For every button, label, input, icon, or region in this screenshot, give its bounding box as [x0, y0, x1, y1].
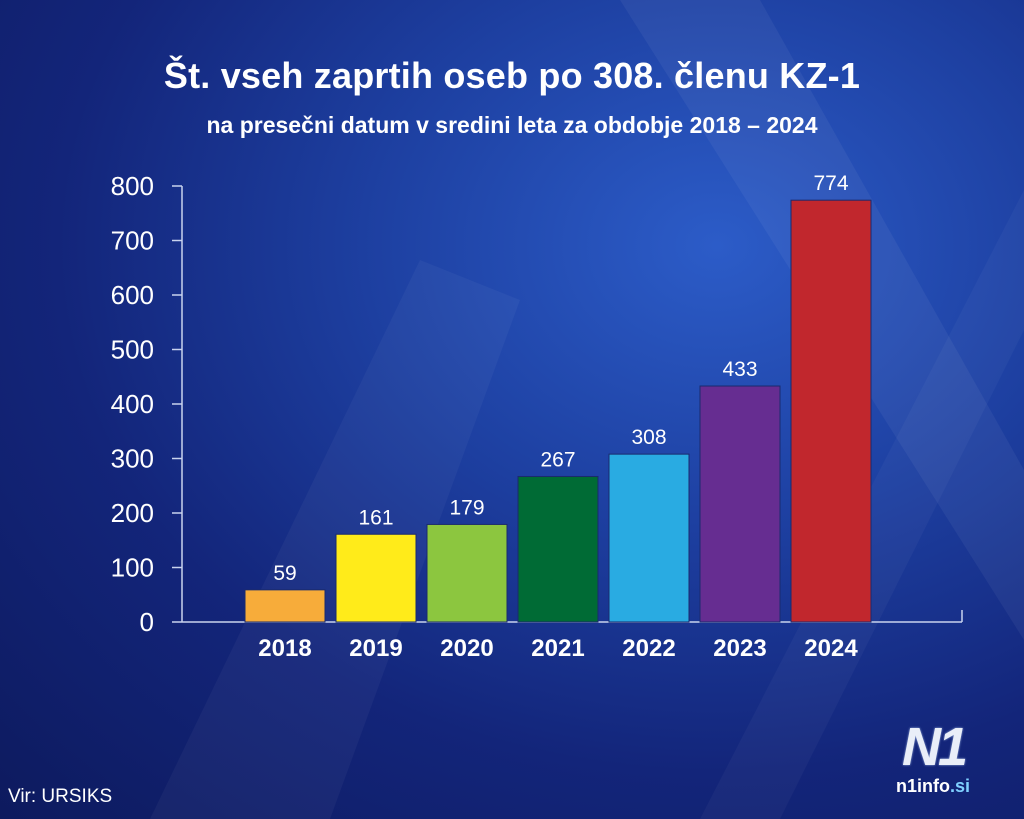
source-note: Vir: URSIKS: [8, 786, 113, 807]
bar: [426, 523, 508, 623]
bar: [517, 475, 599, 623]
x-tick-label: 2024: [804, 635, 858, 662]
logo-text-domain: .si: [950, 776, 971, 796]
logo-mark: N1: [902, 717, 968, 777]
data-label: 161: [358, 506, 393, 529]
bar: [699, 385, 781, 623]
chart-subtitle: na presečni datum v sredini leta za obdo…: [206, 112, 818, 138]
x-tick-label: 2019: [349, 635, 402, 662]
y-tick-label: 800: [111, 171, 154, 201]
x-tick-label: 2022: [622, 635, 675, 662]
y-tick-label: 300: [111, 444, 154, 474]
y-tick-label: 600: [111, 280, 154, 310]
n1-logo: N1 n1info.si: [896, 716, 1000, 802]
data-label: 433: [722, 358, 757, 381]
x-tick-label: 2018: [258, 635, 311, 662]
x-tick-label: 2021: [531, 635, 584, 662]
bar: [335, 533, 417, 623]
y-tick-label: 500: [111, 335, 154, 365]
x-tick-label: 2023: [713, 635, 766, 662]
data-label: 308: [631, 426, 666, 449]
logo-text: n1info.si: [896, 776, 970, 797]
data-label: 59: [273, 562, 296, 585]
data-label: 774: [813, 172, 848, 195]
bar: [244, 589, 326, 623]
data-label: 179: [449, 496, 484, 519]
y-tick-label: 400: [111, 389, 154, 419]
logo-text-main: n1info: [896, 776, 950, 796]
bar: [608, 453, 690, 623]
y-tick-label: 700: [111, 226, 154, 256]
y-tick-label: 0: [140, 607, 154, 637]
y-tick-label: 200: [111, 498, 154, 528]
chart-title: Št. vseh zaprtih oseb po 308. členu KZ-1: [163, 55, 861, 96]
data-label: 267: [540, 448, 575, 471]
x-tick-label: 2020: [440, 635, 493, 662]
bar: [790, 199, 872, 623]
y-tick-label: 100: [111, 553, 154, 583]
